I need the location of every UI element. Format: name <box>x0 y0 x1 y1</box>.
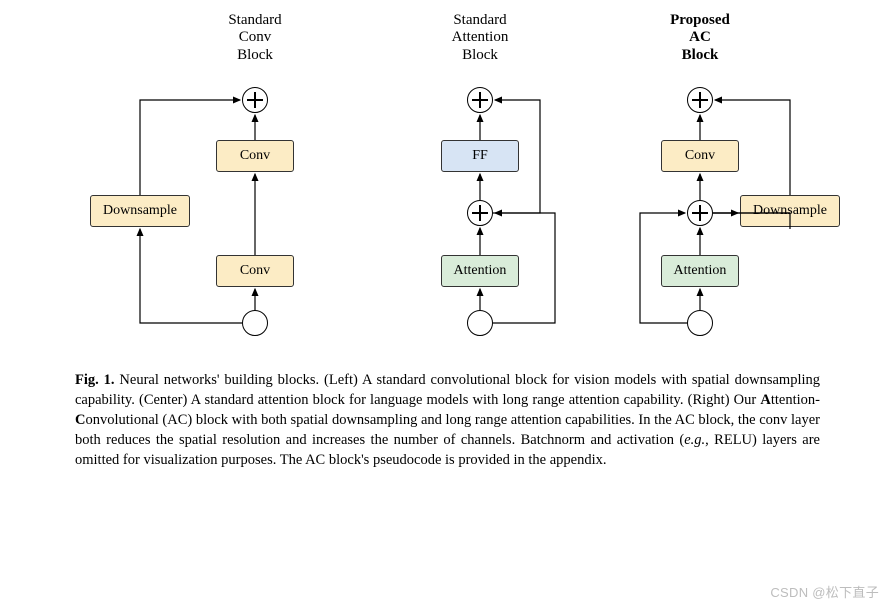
watermark: CSDN @松下直子 <box>770 582 879 601</box>
plus-node-right-top <box>687 87 713 113</box>
title-right-l2: AC <box>689 29 711 45</box>
caption-t1: Neural networks' building blocks. (Left)… <box>75 372 820 408</box>
title-left-l3: Block <box>237 47 273 63</box>
ff-box: FF <box>441 140 519 172</box>
title-left: Standard Conv Block <box>195 12 315 64</box>
caption-t2: ttention- <box>771 392 820 408</box>
caption-bold-A: A <box>760 392 770 408</box>
caption-label: Fig. 1. <box>75 372 115 388</box>
conv-box-right: Conv <box>661 140 739 172</box>
plus-node-left-top <box>242 87 268 113</box>
downsample-box-left: Downsample <box>90 195 190 227</box>
conv-box-left-upper: Conv <box>216 140 294 172</box>
title-center-l2: Attention <box>452 29 509 45</box>
title-center-l3: Block <box>462 47 498 63</box>
plus-node-center-mid <box>467 200 493 226</box>
downsample-box-right: Downsample <box>740 195 840 227</box>
caption-italic: e.g. <box>684 432 705 448</box>
input-node-left <box>242 310 268 336</box>
title-left-l2: Conv <box>239 29 272 45</box>
conv-box-left-lower: Conv <box>216 255 294 287</box>
attention-box-center-label: Attention <box>454 263 507 279</box>
attention-box-right-label: Attention <box>674 263 727 279</box>
input-node-right <box>687 310 713 336</box>
title-center: Standard Attention Block <box>420 12 540 64</box>
downsample-box-left-label: Downsample <box>103 203 177 219</box>
conv-box-left-lower-label: Conv <box>240 263 270 279</box>
title-center-l1: Standard <box>453 12 506 28</box>
ff-box-label: FF <box>472 148 488 164</box>
attention-box-right: Attention <box>661 255 739 287</box>
downsample-box-right-label: Downsample <box>753 203 827 219</box>
input-node-center <box>467 310 493 336</box>
caption-bold-C: C <box>75 412 85 428</box>
title-left-l1: Standard <box>228 12 281 28</box>
plus-node-right-mid <box>687 200 713 226</box>
diagram-area: Standard Conv Block Conv Conv Downsample… <box>0 0 891 350</box>
title-right-l3: Block <box>682 47 719 63</box>
figure-caption: Fig. 1. Neural networks' building blocks… <box>75 370 820 470</box>
conv-box-left-upper-label: Conv <box>240 148 270 164</box>
plus-node-center-top <box>467 87 493 113</box>
attention-box-center: Attention <box>441 255 519 287</box>
conv-box-right-label: Conv <box>685 148 715 164</box>
title-right-l1: Proposed <box>670 12 730 28</box>
title-right: Proposed AC Block <box>640 12 760 64</box>
